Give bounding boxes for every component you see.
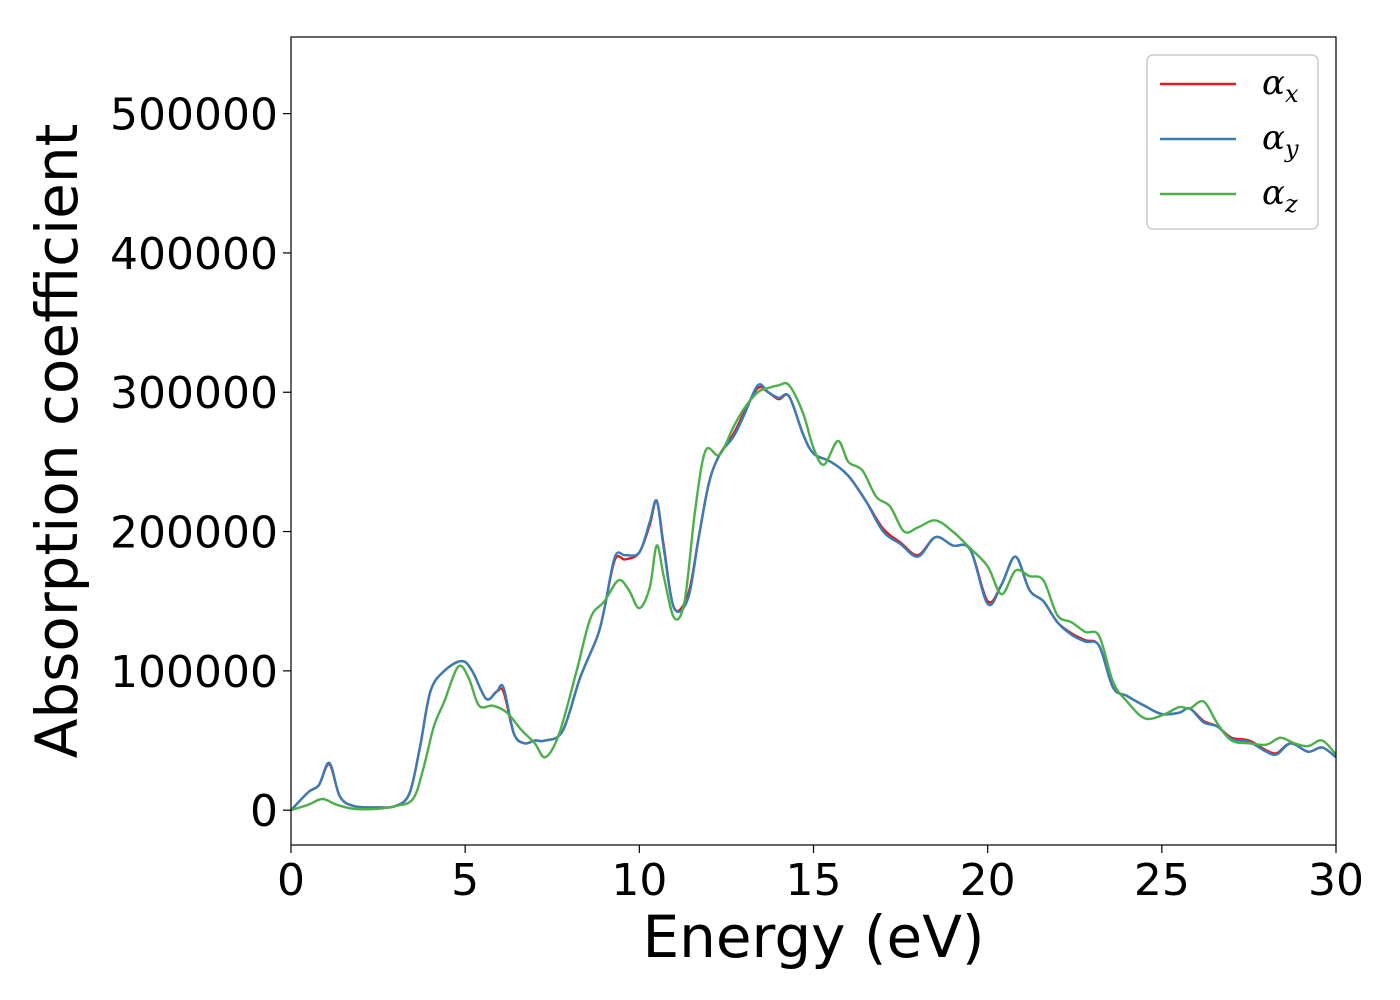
series-line-y <box>291 383 1336 812</box>
legend-label-y: αy <box>1262 118 1299 163</box>
x-tick-label: 5 <box>451 855 479 906</box>
y-tick-label: 0 <box>250 786 278 837</box>
legend-label-x: αx <box>1262 63 1299 108</box>
x-tick-label: 10 <box>611 855 667 906</box>
x-tick-label: 30 <box>1308 855 1364 906</box>
y-tick-label: 300000 <box>110 368 278 419</box>
x-tick-label: 0 <box>277 855 305 906</box>
y-tick-label: 200000 <box>110 508 278 559</box>
y-axis-ticks: 0 100000 200000 300000 400000 500000 <box>110 90 291 837</box>
y-axis-label: Absorption coefficient <box>23 124 91 759</box>
legend-label-z: αz <box>1262 173 1298 218</box>
x-axis-ticks: 0 5 10 15 20 25 30 <box>277 845 1364 906</box>
legend: αx αy αz <box>1146 54 1319 230</box>
series-line-z <box>291 381 1336 812</box>
legend-box <box>1146 54 1319 230</box>
y-tick-label: 100000 <box>110 647 278 698</box>
x-tick-label: 15 <box>786 855 842 906</box>
x-tick-label: 25 <box>1134 855 1190 906</box>
y-tick-label: 500000 <box>110 90 278 141</box>
x-axis-label: Energy (eV) <box>642 903 984 971</box>
series-lines <box>291 381 1336 812</box>
y-tick-label: 400000 <box>110 229 278 280</box>
x-tick-label: 20 <box>960 855 1016 906</box>
